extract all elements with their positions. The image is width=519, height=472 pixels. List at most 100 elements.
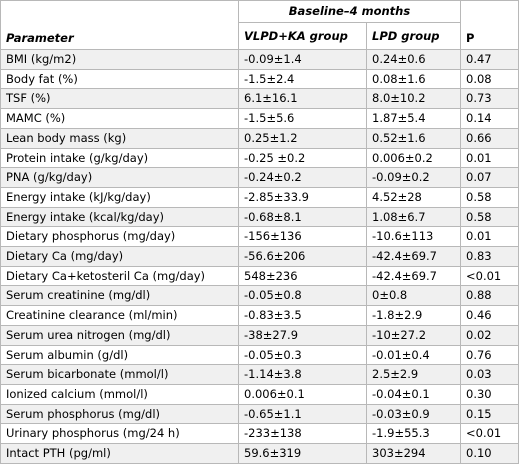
cell-parameter: Lean body mass (kg) xyxy=(0,127,239,149)
cell-vlpd-value: -38±27.9 xyxy=(238,324,367,346)
cell-parameter: Dietary Ca+ketosteril Ca (mg/day) xyxy=(0,265,239,287)
table-row: Body fat (%) -1.5±2.4 0.08±1.6 0.08 xyxy=(0,68,519,90)
cell-vlpd-value: 0.25±1.2 xyxy=(238,127,367,149)
cell-lpd-value: 0±0.8 xyxy=(366,285,461,307)
cell-parameter: Serum albumin (g/dl) xyxy=(0,344,239,366)
table-row: Ionized calcium (mmol/l) 0.006±0.1 -0.04±0… xyxy=(0,383,519,405)
cell-vlpd-value: -56.6±206 xyxy=(238,246,367,267)
cell-lpd-value: -42.4±69.7 xyxy=(366,265,461,287)
cell-parameter: Body fat (%) xyxy=(0,68,239,90)
cell-p-value: 0.30 xyxy=(460,383,519,405)
table-row: Intact PTH (pg/ml) 59.6±319 303±294 0.10 xyxy=(0,443,519,464)
header-parameter: Parameter xyxy=(0,0,239,50)
cell-lpd-value: 303±294 xyxy=(366,443,461,464)
cell-parameter: MAMC (%) xyxy=(0,108,239,129)
cell-vlpd-value: -0.65±1.1 xyxy=(238,403,367,425)
cell-lpd-value: -0.04±0.1 xyxy=(366,383,461,405)
cell-p-value: 0.58 xyxy=(460,186,519,208)
cell-lpd-value: 0.08±1.6 xyxy=(366,68,461,90)
table-row: Dietary Ca (mg/day) -56.6±206 -42.4±69.7 0.… xyxy=(0,246,519,267)
table-header: Parameter Baseline–4 months P VLPD+KA gr… xyxy=(0,0,519,50)
cell-parameter: Dietary phosphorus (mg/day) xyxy=(0,226,239,248)
cell-parameter: Creatinine clearance (ml/min) xyxy=(0,305,239,326)
cell-parameter: Serum bicarbonate (mmol/l) xyxy=(0,364,239,385)
cell-vlpd-value: -0.68±8.1 xyxy=(238,206,367,228)
cell-p-value: 0.07 xyxy=(460,167,519,188)
cell-p-value: <0.01 xyxy=(460,265,519,287)
cell-vlpd-value: -0.24±0.2 xyxy=(238,167,367,188)
cell-p-value: 0.10 xyxy=(460,443,519,464)
cell-vlpd-value: -233±138 xyxy=(238,423,367,445)
cell-p-value: 0.15 xyxy=(460,403,519,425)
header-vlpd-group: VLPD+KA group xyxy=(238,22,367,50)
cell-p-value: 0.66 xyxy=(460,127,519,149)
cell-p-value: <0.01 xyxy=(460,423,519,445)
cell-vlpd-value: -2.85±33.9 xyxy=(238,186,367,208)
cell-vlpd-value: 6.1±16.1 xyxy=(238,88,367,110)
cell-lpd-value: 1.87±5.4 xyxy=(366,108,461,129)
header-row-group: Parameter Baseline–4 months P xyxy=(0,0,519,50)
cell-parameter: Protein intake (g/kg/day) xyxy=(0,147,239,169)
cell-lpd-value: -0.01±0.4 xyxy=(366,344,461,366)
cell-parameter: Ionized calcium (mmol/l) xyxy=(0,383,239,405)
table-row: Dietary phosphorus (mg/day) -156±136 -10.6… xyxy=(0,226,519,248)
cell-vlpd-value: -156±136 xyxy=(238,226,367,248)
cell-vlpd-value: -0.83±3.5 xyxy=(238,305,367,326)
cell-lpd-value: 4.52±28 xyxy=(366,186,461,208)
cell-lpd-value: -1.8±2.9 xyxy=(366,305,461,326)
cell-lpd-value: -10.6±113 xyxy=(366,226,461,248)
cell-p-value: 0.01 xyxy=(460,147,519,169)
cell-parameter: PNA (g/kg/day) xyxy=(0,167,239,188)
cell-parameter: Dietary Ca (mg/day) xyxy=(0,246,239,267)
cell-p-value: 0.83 xyxy=(460,246,519,267)
cell-p-value: 0.58 xyxy=(460,206,519,228)
table-row: Creatinine clearance (ml/min) -0.83±3.5 -1… xyxy=(0,305,519,326)
cell-parameter: Serum phosphorus (mg/dl) xyxy=(0,403,239,425)
table-row: TSF (%) 6.1±16.1 8.0±10.2 0.73 xyxy=(0,88,519,110)
cell-lpd-value: -42.4±69.7 xyxy=(366,246,461,267)
cell-lpd-value: -1.9±55.3 xyxy=(366,423,461,445)
cell-vlpd-value: 0.006±0.1 xyxy=(238,383,367,405)
table-row: Dietary Ca+ketosteril Ca (mg/day) 548±236… xyxy=(0,265,519,287)
cell-p-value: 0.73 xyxy=(460,88,519,110)
cell-vlpd-value: -1.14±3.8 xyxy=(238,364,367,385)
cell-lpd-value: 1.08±6.7 xyxy=(366,206,461,228)
cell-parameter: Serum urea nitrogen (mg/dl) xyxy=(0,324,239,346)
table-row: Urinary phosphorus (mg/24 h) -233±138 -1.9… xyxy=(0,423,519,445)
cell-lpd-value: -0.09±0.2 xyxy=(366,167,461,188)
cell-p-value: 0.02 xyxy=(460,324,519,346)
header-group-span: Baseline–4 months xyxy=(238,0,461,23)
cell-p-value: 0.14 xyxy=(460,108,519,129)
cell-parameter: Urinary phosphorus (mg/24 h) xyxy=(0,423,239,445)
cell-parameter: Energy intake (kcal/kg/day) xyxy=(0,206,239,228)
cell-vlpd-value: 59.6±319 xyxy=(238,443,367,464)
header-lpd-group: LPD group xyxy=(366,22,461,50)
table-row: Serum phosphorus (mg/dl) -0.65±1.1 -0.03±0… xyxy=(0,403,519,425)
table-row: Serum albumin (g/dl) -0.05±0.3 -0.01±0.4 0.… xyxy=(0,344,519,366)
cell-lpd-value: 2.5±2.9 xyxy=(366,364,461,385)
table-row: MAMC (%) -1.5±5.6 1.87±5.4 0.14 xyxy=(0,108,519,129)
cell-vlpd-value: -0.09±1.4 xyxy=(238,49,367,70)
cell-vlpd-value: -1.5±5.6 xyxy=(238,108,367,129)
cell-p-value: 0.01 xyxy=(460,226,519,248)
table-body: BMI (kg/m2) -0.09±1.4 0.24±0.6 0.47 Body fat… xyxy=(0,49,519,464)
header-row-columns: VLPD+KA group LPD group xyxy=(1,22,519,50)
cell-parameter: Energy intake (kJ/kg/day) xyxy=(0,186,239,208)
cell-vlpd-value: -1.5±2.4 xyxy=(238,68,367,90)
table-row: Serum creatinine (mg/dl) -0.05±0.8 0±0.8 0.… xyxy=(0,285,519,307)
cell-p-value: 0.47 xyxy=(460,49,519,70)
cell-lpd-value: 0.006±0.2 xyxy=(366,147,461,169)
cell-lpd-value: -0.03±0.9 xyxy=(366,403,461,425)
cell-p-value: 0.88 xyxy=(460,285,519,307)
cell-p-value: 0.08 xyxy=(460,68,519,90)
cell-vlpd-value: -0.25 ±0.2 xyxy=(238,147,367,169)
cell-parameter: BMI (kg/m2) xyxy=(0,49,239,70)
cell-vlpd-value: 548±236 xyxy=(238,265,367,287)
table-row: BMI (kg/m2) -0.09±1.4 0.24±0.6 0.47 xyxy=(0,49,519,70)
table-row: Serum bicarbonate (mmol/l) -1.14±3.8 2.5±2… xyxy=(0,364,519,385)
table-row: Lean body mass (kg) 0.25±1.2 0.52±1.6 0.66 xyxy=(0,127,519,149)
cell-p-value: 0.76 xyxy=(460,344,519,366)
cell-lpd-value: 8.0±10.2 xyxy=(366,88,461,110)
